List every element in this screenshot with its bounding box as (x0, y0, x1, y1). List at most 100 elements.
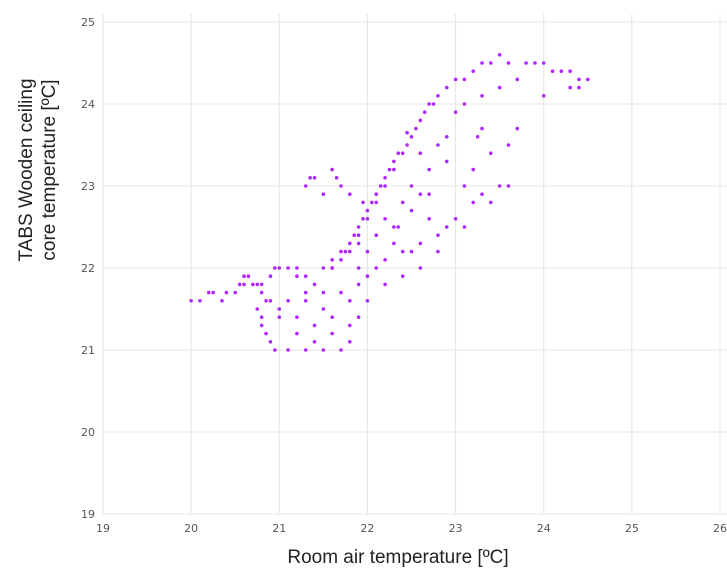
data-point (242, 274, 246, 279)
data-point (348, 340, 352, 344)
data-point (400, 274, 405, 279)
data-point (242, 282, 246, 287)
data-point (321, 348, 326, 352)
data-point (409, 208, 414, 213)
data-point (334, 176, 339, 180)
data-point (409, 249, 414, 254)
data-point (330, 258, 334, 262)
data-point (189, 299, 193, 303)
data-point (321, 307, 326, 311)
data-point (515, 126, 520, 131)
data-point (568, 69, 572, 73)
data-point (396, 151, 401, 155)
data-point (255, 282, 260, 287)
data-point (392, 225, 396, 229)
data-point (405, 143, 409, 147)
data-point (418, 151, 423, 155)
data-point (436, 94, 440, 98)
data-point (330, 167, 334, 172)
data-point (268, 299, 273, 303)
data-point (506, 184, 511, 188)
data-point (348, 323, 352, 328)
data-point (303, 290, 308, 295)
data-point (418, 266, 423, 270)
data-point (374, 266, 379, 270)
data-point (418, 192, 423, 196)
data-point (259, 282, 264, 287)
data-point (396, 225, 401, 229)
data-point (497, 85, 502, 90)
data-point (444, 135, 449, 139)
data-point (356, 282, 361, 287)
data-point (409, 184, 414, 188)
data-point (295, 315, 299, 320)
data-point (471, 200, 476, 205)
data-point (361, 200, 365, 205)
data-point (251, 282, 255, 287)
data-point (489, 151, 493, 155)
data-point (506, 61, 511, 65)
data-point (392, 159, 396, 164)
data-point (312, 323, 317, 328)
data-point (264, 331, 268, 336)
data-point (352, 233, 357, 237)
data-point (374, 200, 379, 205)
data-point (312, 176, 317, 180)
x-tick-label: 21 (272, 522, 286, 535)
data-point (541, 61, 546, 65)
data-point (577, 77, 581, 82)
data-point (392, 167, 396, 172)
data-point (497, 53, 502, 57)
data-point (568, 85, 572, 90)
y-tick-label: 20 (81, 426, 95, 439)
data-point (259, 290, 264, 295)
data-point (356, 225, 361, 229)
data-point (365, 299, 370, 303)
data-point (237, 282, 242, 287)
data-point (356, 233, 361, 237)
data-point (427, 192, 431, 196)
data-point (312, 282, 317, 287)
x-tick-label: 26 (713, 522, 727, 535)
data-point (444, 85, 449, 90)
data-point (559, 69, 564, 73)
data-point (515, 77, 520, 82)
data-point (489, 200, 493, 205)
y-tick-label: 23 (81, 180, 95, 193)
x-tick-label: 23 (449, 522, 463, 535)
x-tick-label: 20 (184, 522, 198, 535)
data-point (365, 274, 370, 279)
data-point (277, 266, 282, 270)
data-point (427, 217, 431, 221)
data-point (480, 61, 484, 65)
data-point (453, 110, 458, 114)
data-point (365, 208, 370, 213)
data-point (550, 69, 555, 73)
data-point (348, 299, 352, 303)
data-point (471, 167, 476, 172)
data-point (224, 290, 229, 295)
data-point (370, 200, 374, 205)
data-point (533, 61, 537, 65)
data-point (471, 69, 476, 73)
data-point (444, 159, 449, 164)
data-point (259, 315, 264, 320)
data-point (436, 143, 440, 147)
data-point (206, 290, 211, 295)
data-point (268, 340, 273, 344)
data-point (422, 110, 427, 114)
data-point (418, 118, 423, 123)
data-point (330, 331, 334, 336)
data-point (462, 184, 467, 188)
data-point (409, 135, 414, 139)
data-point (400, 200, 405, 205)
x-axis-title: Room air temperature [ºC] (287, 547, 508, 568)
data-point (480, 126, 484, 131)
data-points (189, 53, 590, 352)
x-tick-label: 19 (96, 522, 110, 535)
data-point (356, 315, 361, 320)
data-point (462, 225, 467, 229)
data-point (462, 102, 467, 106)
data-point (541, 94, 546, 98)
data-point (383, 282, 387, 287)
